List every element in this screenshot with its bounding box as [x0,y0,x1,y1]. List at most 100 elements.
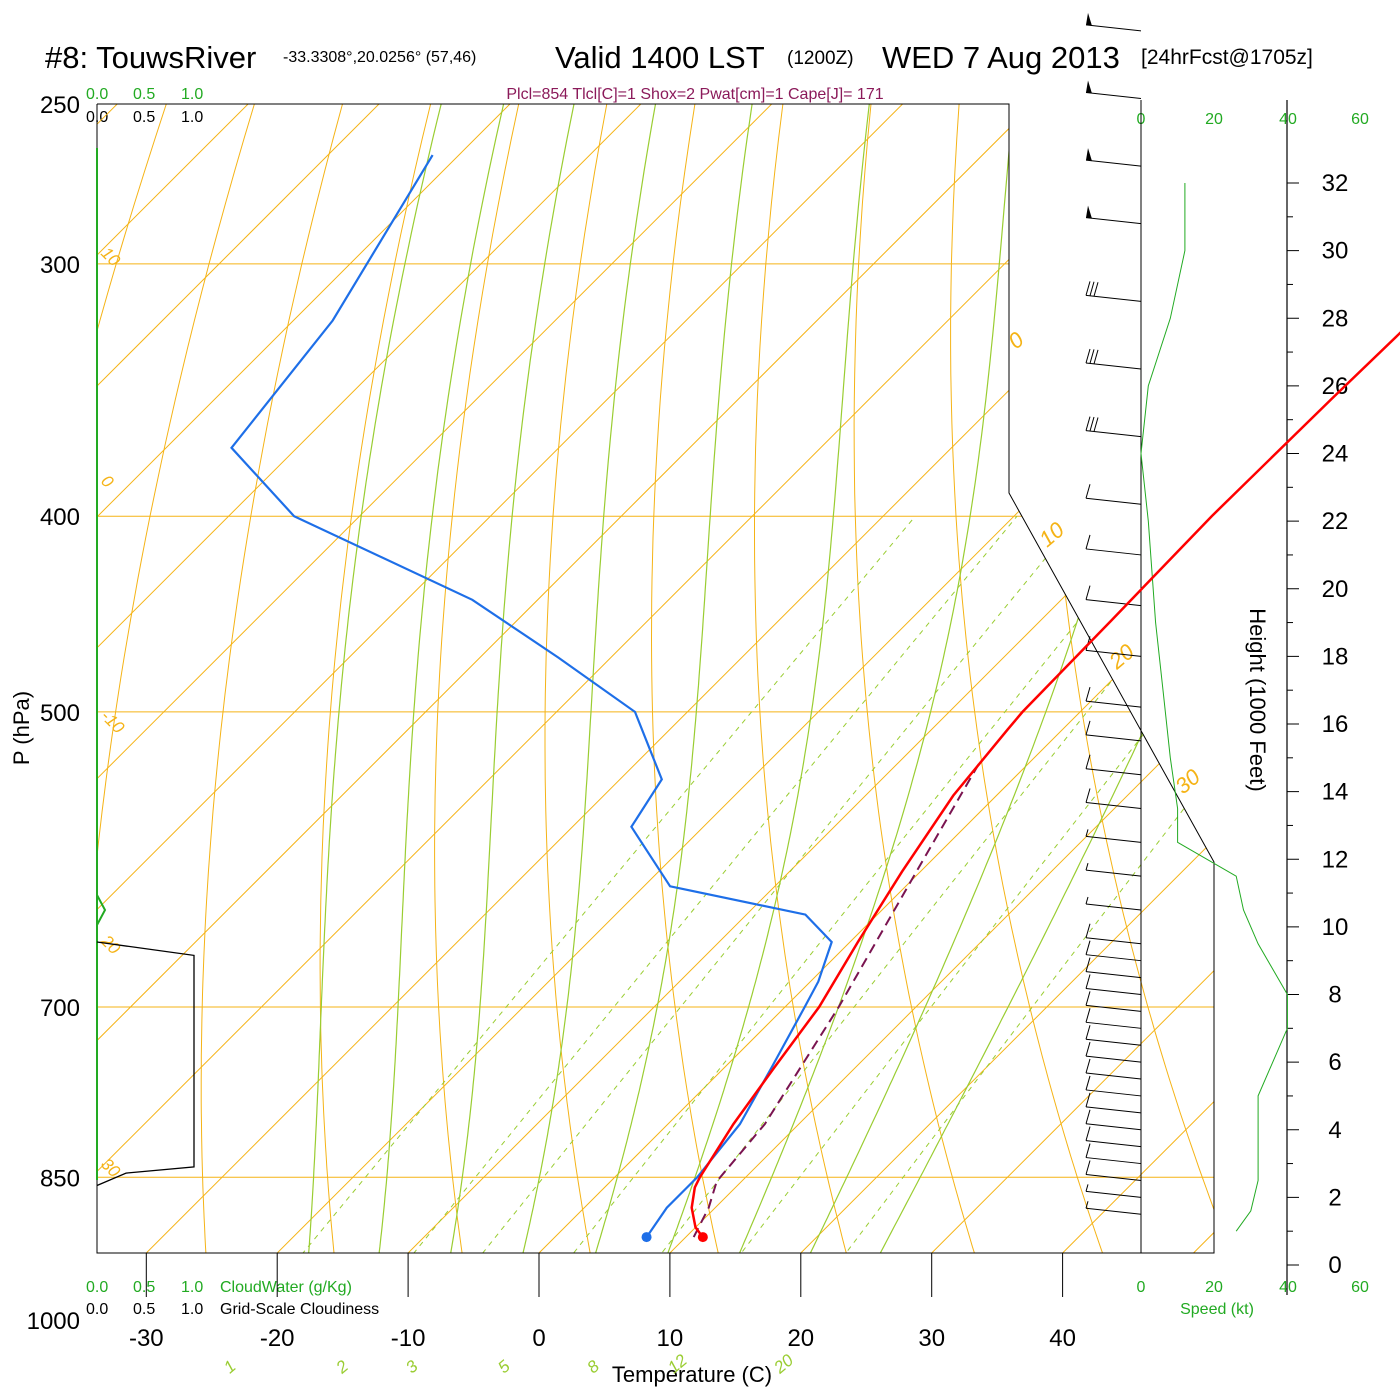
wind-barb-flag [1085,416,1091,431]
wind-barb [1085,754,1142,776]
wind-barb [1085,484,1142,505]
speed-tick: 0 [1137,1279,1146,1296]
wind-barb [1085,1184,1142,1198]
cloudiness-scale-top: 0.0 0.5 1.0 [86,109,203,126]
wind-barb-flag [1085,957,1091,972]
wind-barb-staff [1085,1123,1142,1131]
wind-barb [1085,205,1142,225]
wind-barb-staff [1085,1089,1142,1097]
mixing-ratio-label: 1 [220,1357,239,1378]
wind-barb [1085,686,1142,708]
x-tick-label: 10 [657,1325,684,1352]
isotherm-label: 20 [1103,638,1139,674]
x-tick-label: 0 [532,1325,545,1352]
x-tick-label: -10 [391,1325,426,1352]
mixing-ratio-line [394,515,1081,1253]
height-tick-label: 8 [1328,982,1341,1009]
wind-barb [1085,940,1142,962]
height-tick-label: 30 [1322,238,1349,265]
valid-zulu: (1200Z) [787,48,854,69]
wind-barb-flag [1089,349,1095,364]
wind-barb-staff [1085,1038,1142,1046]
wind-barb-staff [1085,1207,1142,1215]
wind-barb [1085,1201,1142,1215]
surface-temperature-dot [697,1232,708,1243]
cloudwater-tick: 0.5 [133,86,155,103]
wind-barb-staff [1085,24,1142,32]
speed-tick: 40 [1279,111,1297,128]
moist-adiabat [625,104,870,1253]
wind-barb-flag [1089,281,1095,296]
wind-barb [1085,896,1142,911]
speed-axis-top: 0 20 40 60 [1137,111,1369,128]
wind-barb-staff [1085,903,1142,911]
wind-barb [1085,534,1142,556]
cloudiness-trace [96,941,195,1187]
wind-barb-staff [1085,430,1142,438]
wind-barb-flag [1093,349,1099,364]
wind-barb-staff [1085,937,1142,945]
isotherm-line [97,104,1165,1253]
wind-barb-flag [1085,991,1091,1006]
wind-barb-staff [1085,159,1142,167]
wind-barb [1085,1008,1142,1029]
isotherm-line [97,104,1034,1253]
wind-barb-staff [1085,1173,1142,1181]
wind-barb-staff [1085,362,1142,370]
wind-barb-staff [1085,649,1142,657]
pressure-tick-label: 850 [40,1165,80,1192]
wind-barb-staff [1085,294,1142,302]
wind-barb-flag [1085,1092,1091,1107]
wind-barb [1085,974,1142,995]
cloudwater-tick: 0.0 [86,1279,108,1296]
pressure-tick-label: 700 [40,995,80,1022]
wind-barb-flag [1085,974,1091,989]
wind-barb-flag [1085,1160,1091,1175]
x-tick-label: -30 [129,1325,164,1352]
pressure-tick-label: 1000 [27,1308,80,1335]
wind-barb [1085,1109,1142,1131]
dry-adiabat [97,104,266,1253]
wind-barb [1085,1126,1142,1148]
x-tick-label: 20 [787,1325,814,1352]
height-tick-label: 0 [1328,1252,1341,1279]
sounding-indices: Plcl=854 Tlcl[C]=1 Shox=2 Pwat[cm]=1 Cap… [506,86,883,103]
wind-barb-flag [1085,1008,1091,1023]
height-tick-label: 18 [1322,643,1349,670]
wind-barb-flag [1085,534,1091,550]
height-tick-label: 4 [1328,1117,1341,1144]
wind-barb-staff [1085,802,1142,810]
wind-barb [1085,148,1142,167]
cloudiness-label: Grid-Scale Cloudiness [220,1301,379,1318]
pressure-tick-label: 300 [40,252,80,279]
wind-barb-flag [1085,686,1091,702]
height-tick-label: 20 [1322,576,1349,603]
wind-barb [1085,281,1142,302]
dry-adiabat [544,104,623,1253]
y-axis-title: P (hPa) [9,691,34,765]
speed-tick: 20 [1205,111,1223,128]
wind-barb-pennant [1086,12,1092,26]
wind-barb-half [1085,1184,1089,1192]
mixing-ratio-label: 5 [494,1356,514,1377]
cloudiness-tick: 1.0 [181,1301,203,1318]
isotherm-line [97,104,380,1253]
forecast-info: [24hrFcst@1705z] [1141,46,1313,69]
isotherm-line [97,104,773,1253]
cloudwater-trace [96,894,107,926]
wind-barb-pennant [1086,205,1092,219]
height-tick-label: 28 [1322,305,1349,332]
wind-barb [1085,957,1142,979]
wind-barb [1085,863,1142,877]
wind-barb-staff [1085,91,1142,99]
wind-barb-staff [1085,988,1142,995]
cloudwater-tick: 0.0 [86,86,108,103]
cloudwater-label: CloudWater (g/Kg) [220,1279,352,1296]
isotherm-line [97,104,903,1253]
wind-barb-flag [1085,1025,1091,1040]
wind-barb-flag [1085,923,1091,938]
wind-barb [1085,788,1142,810]
isotherm-line [471,104,1214,1253]
wind-barb-half [1085,863,1089,871]
